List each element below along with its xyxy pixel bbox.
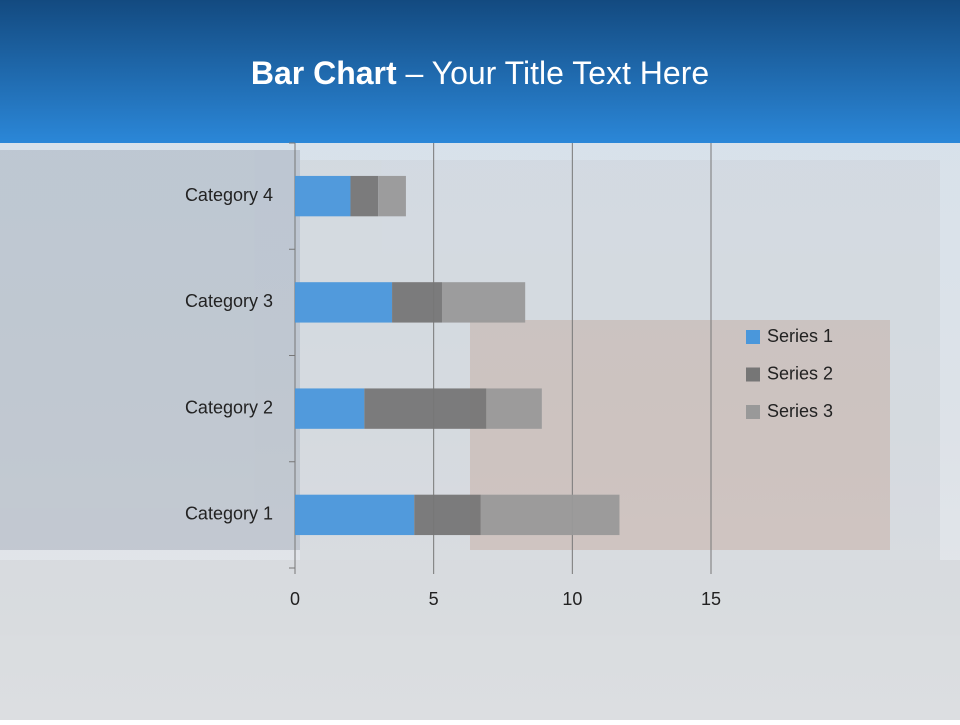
y-tick-label: Category 3 — [185, 291, 273, 311]
slide-title: Bar Chart – Your Title Text Here — [251, 55, 709, 91]
header — [0, 0, 960, 143]
title-rest: – Your Title Text Here — [406, 55, 710, 91]
legend-swatch — [746, 330, 760, 344]
bar-segment — [414, 494, 481, 536]
bar-segment — [350, 175, 379, 217]
bar-segment — [364, 388, 487, 429]
x-tick-label: 15 — [701, 589, 721, 609]
legend-swatch — [746, 367, 760, 382]
bar-segment — [392, 282, 442, 323]
plot: 0 5 10 15 Category 1 Category 2 Category 3 Cate… — [185, 142, 833, 609]
bar-segment — [295, 175, 351, 217]
bar-segment — [486, 388, 542, 429]
y-tick-label: Category 4 — [185, 185, 273, 205]
legend-label: Series 1 — [767, 326, 833, 346]
bar-segment — [378, 175, 406, 217]
bar-segment — [480, 494, 620, 536]
bar-segment — [441, 282, 526, 323]
y-tick-label: Category 2 — [185, 397, 273, 417]
title-bold: Bar Chart — [251, 55, 397, 91]
bar-segment — [295, 282, 393, 323]
bar-segment — [295, 388, 365, 429]
legend-swatch — [746, 405, 760, 419]
bar-segment — [295, 494, 415, 536]
photo-shapes — [0, 150, 960, 720]
x-tick-label: 5 — [429, 589, 439, 609]
x-tick-label: 10 — [562, 589, 582, 609]
legend-label: Series 3 — [767, 401, 833, 421]
y-tick-label: Category 1 — [185, 504, 273, 524]
legend-label: Series 2 — [767, 363, 833, 383]
x-tick-label: 0 — [290, 589, 300, 609]
